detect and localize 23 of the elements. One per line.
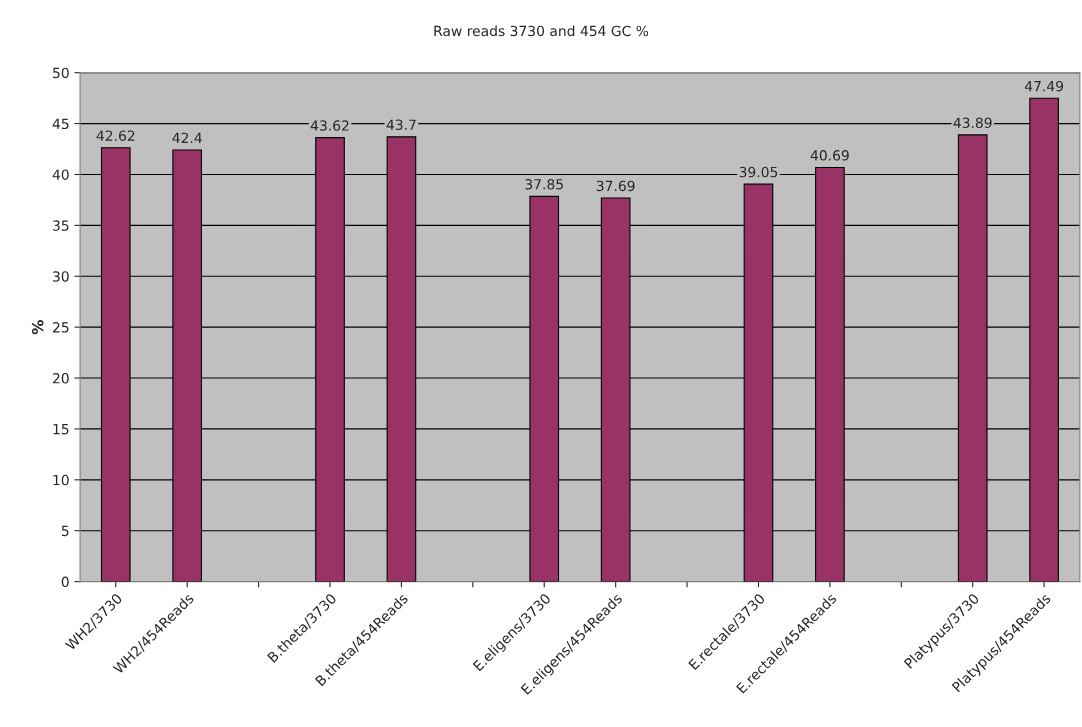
y-tick-label: 35 (53, 220, 69, 231)
y-tick-label: 5 (61, 525, 69, 537)
data-label: 37.69 (596, 180, 635, 192)
y-tick-label: 20 (53, 373, 69, 384)
data-label: 43.7 (386, 119, 416, 130)
data-label: 42.62 (96, 130, 135, 141)
data-label: 40.69 (810, 150, 849, 161)
data-label: 39.05 (739, 166, 778, 178)
y-tick-label: 0 (61, 576, 69, 588)
y-tick-label: 30 (53, 271, 69, 282)
y-axis-title: % (31, 319, 44, 335)
y-tick-label: 10 (53, 474, 69, 486)
chart-title: Raw reads 3730 and 454 GC % (434, 25, 649, 37)
data-label: 47.49 (1024, 80, 1064, 92)
data-label: 37.85 (525, 179, 563, 190)
data-label: 43.89 (953, 117, 992, 129)
y-tick-label: 40 (52, 169, 69, 180)
y-tick-label: 25 (53, 322, 69, 333)
y-tick-label: 50 (53, 67, 69, 79)
data-label: 42.4 (172, 132, 202, 143)
y-tick-label: 45 (52, 118, 69, 130)
data-label: 43.62 (310, 120, 349, 131)
y-tick-label: 15 (53, 424, 69, 435)
